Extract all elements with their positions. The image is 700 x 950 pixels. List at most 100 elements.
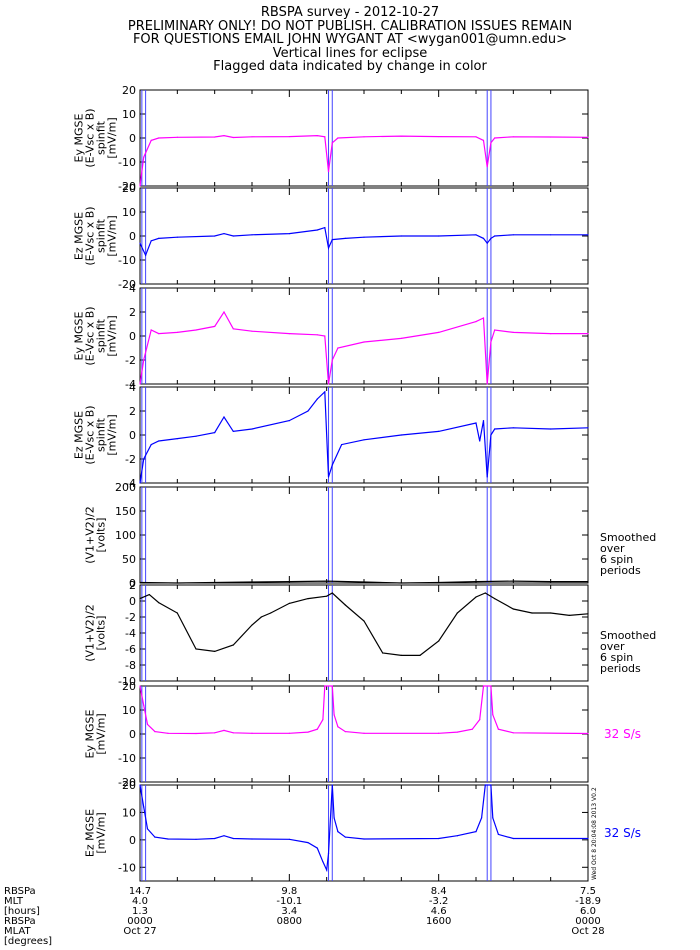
data-point <box>232 235 234 237</box>
data-point <box>167 732 169 734</box>
data-point <box>316 135 318 137</box>
y-tick-label: -10 <box>118 254 136 267</box>
y-tick-label: 2 <box>129 579 136 592</box>
data-point <box>494 329 496 331</box>
data-point <box>456 612 458 614</box>
data-point <box>484 592 486 594</box>
footer-date: Oct 27 <box>123 926 156 937</box>
data-point <box>143 806 145 808</box>
data-point <box>214 325 216 327</box>
data-point <box>587 234 589 236</box>
data-point <box>316 728 318 730</box>
data-point <box>251 624 253 626</box>
data-point <box>344 731 346 733</box>
panel-frame <box>139 784 589 882</box>
series-line <box>139 685 589 735</box>
data-point <box>326 869 328 871</box>
y-tick-label: 20 <box>122 779 136 792</box>
data-point <box>232 732 234 734</box>
y-tick-label: 10 <box>122 704 136 717</box>
data-point <box>497 728 499 730</box>
data-point <box>316 847 318 849</box>
data-point <box>307 842 309 844</box>
y-tick-label: -20 <box>118 180 136 193</box>
data-point <box>438 235 440 237</box>
data-point <box>438 331 440 333</box>
data-point <box>490 685 492 687</box>
y-tick-label: 50 <box>122 553 136 566</box>
y-tick-label: 10 <box>122 206 136 219</box>
data-point <box>550 234 552 236</box>
y-tick-label: 2 <box>129 405 136 418</box>
y-tick-label: -2 <box>125 453 136 466</box>
data-point <box>333 714 335 716</box>
data-point <box>475 234 477 236</box>
side-label: Smoothed over 6 spin periods <box>600 629 656 675</box>
data-point <box>512 608 514 610</box>
y-tick-label: -4 <box>125 627 136 640</box>
data-point <box>400 135 402 137</box>
data-point <box>337 347 339 349</box>
y-axis-label: Ez MGSE(E-Vsc x B)spinfit[mV/m] <box>73 206 119 265</box>
data-point <box>139 482 141 484</box>
data-point <box>482 317 485 319</box>
footer-date: Oct 28 <box>571 926 604 937</box>
footer-rbspa: 7.5 <box>580 886 596 897</box>
data-point <box>270 612 272 614</box>
data-point <box>324 391 326 393</box>
data-point <box>176 612 178 614</box>
data-point <box>331 464 333 466</box>
data-point <box>486 383 488 385</box>
data-point <box>363 838 365 840</box>
footer-mlt: 4.0 <box>132 896 148 907</box>
data-point <box>587 580 589 583</box>
y-tick-label: 150 <box>115 505 136 518</box>
footer-hours: 4.6 <box>431 906 447 917</box>
data-point <box>438 837 440 840</box>
data-point <box>139 581 141 584</box>
data-point <box>344 604 346 606</box>
footer-rbspa: 14.7 <box>129 886 151 897</box>
side-label: Smoothed over 6 spin periods <box>600 531 656 577</box>
y-axis-label: Ey MGSE(E-Vsc x B)spinfit[mV/m] <box>73 108 119 167</box>
data-point <box>587 732 589 735</box>
data-point <box>288 580 290 583</box>
data-point <box>288 602 290 605</box>
data-point <box>232 644 234 646</box>
footer-time: 1600 <box>426 916 451 927</box>
data-point <box>482 237 485 239</box>
data-point <box>214 650 216 653</box>
data-point <box>363 581 365 583</box>
y-tick-label: -2 <box>125 611 136 624</box>
data-point <box>587 427 589 429</box>
data-point <box>587 613 589 615</box>
data-point <box>494 235 496 237</box>
data-point <box>158 137 160 139</box>
data-point <box>232 328 234 330</box>
data-point <box>456 835 458 837</box>
data-point <box>331 784 333 786</box>
y-tick-label: 0 <box>129 230 136 243</box>
data-point <box>482 139 485 141</box>
data-point <box>344 836 346 838</box>
y-tick-label: 0 <box>129 330 136 343</box>
data-point <box>479 719 481 721</box>
footer-row-label: MLT <box>4 896 24 907</box>
side-label: 32 S/s <box>604 826 641 840</box>
data-point <box>260 616 262 618</box>
data-point <box>146 828 149 830</box>
data-point <box>195 435 197 437</box>
data-point <box>550 612 552 614</box>
footer-hours: 1.3 <box>132 906 148 917</box>
data-point <box>333 817 335 819</box>
data-point <box>512 136 514 138</box>
contact-line: FOR QUESTIONS EMAIL JOHN WYGANT AT <wyga… <box>132 32 568 47</box>
y-axis-label: Ey MGSE[mV/m] <box>84 709 108 758</box>
data-point <box>456 731 458 733</box>
data-point <box>475 831 477 833</box>
y-axis-label: Ez MGSE[mV/m] <box>84 809 108 857</box>
data-point <box>490 341 492 343</box>
data-point <box>251 234 253 236</box>
data-point <box>139 383 141 385</box>
